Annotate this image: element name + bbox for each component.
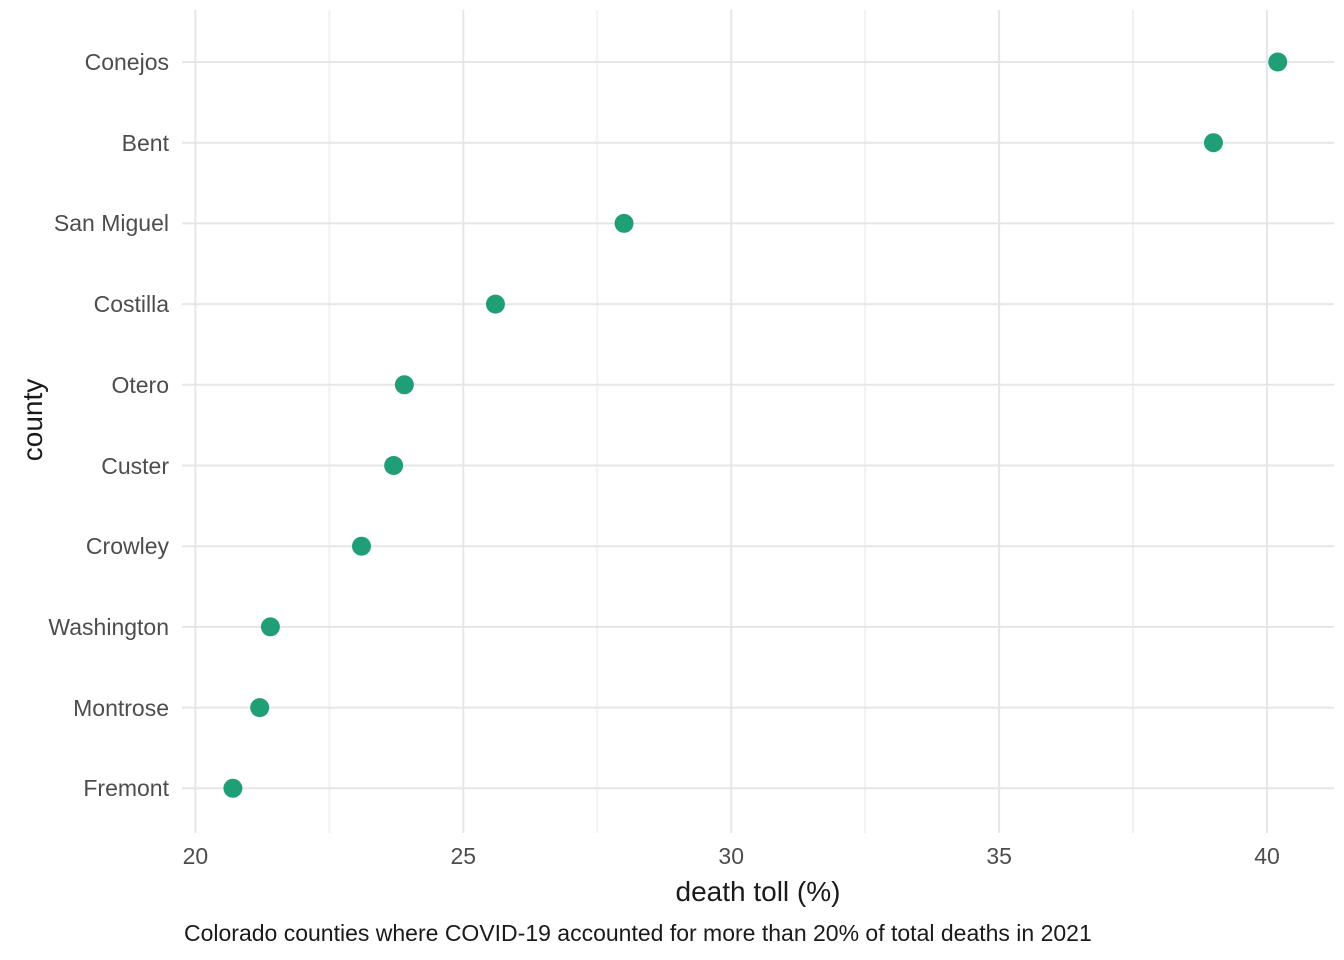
x-tick-label: 20 — [182, 843, 209, 869]
y-tick-label: Bent — [121, 129, 169, 156]
x-tick-label: 35 — [986, 843, 1012, 869]
data-point-montrose — [250, 698, 270, 718]
data-point-crowley — [351, 536, 371, 556]
y-tick-label: Custer — [101, 452, 169, 479]
x-tick-label: 30 — [718, 843, 744, 869]
data-point-otero — [394, 375, 414, 395]
data-point-fremont — [223, 778, 243, 798]
y-tick-label: Conejos — [84, 49, 169, 75]
data-point-costilla — [485, 294, 505, 314]
y-tick-label: Fremont — [83, 775, 169, 802]
plot-panel-canvas — [182, 10, 1334, 833]
y-tick-label: Costilla — [93, 291, 169, 318]
data-point-san-miguel — [614, 213, 634, 233]
x-tick-label: 25 — [450, 843, 477, 869]
data-point-bent — [1203, 133, 1223, 153]
data-point-custer — [384, 456, 404, 475]
y-tick-label: Crowley — [85, 533, 169, 560]
y-tick-label: Washington — [48, 613, 169, 640]
data-point-washington — [260, 617, 280, 637]
x-tick-label: 40 — [1254, 843, 1280, 869]
x-axis-title: death toll (%) — [675, 876, 841, 907]
chart-caption: Colorado counties where COVID-19 account… — [184, 920, 1092, 946]
y-tick-label: Montrose — [73, 694, 169, 721]
plot-panel — [182, 10, 1334, 833]
data-point-conejos — [1268, 52, 1288, 72]
y-tick-label: San Miguel — [53, 210, 169, 237]
y-tick-label: Otero — [111, 371, 169, 398]
